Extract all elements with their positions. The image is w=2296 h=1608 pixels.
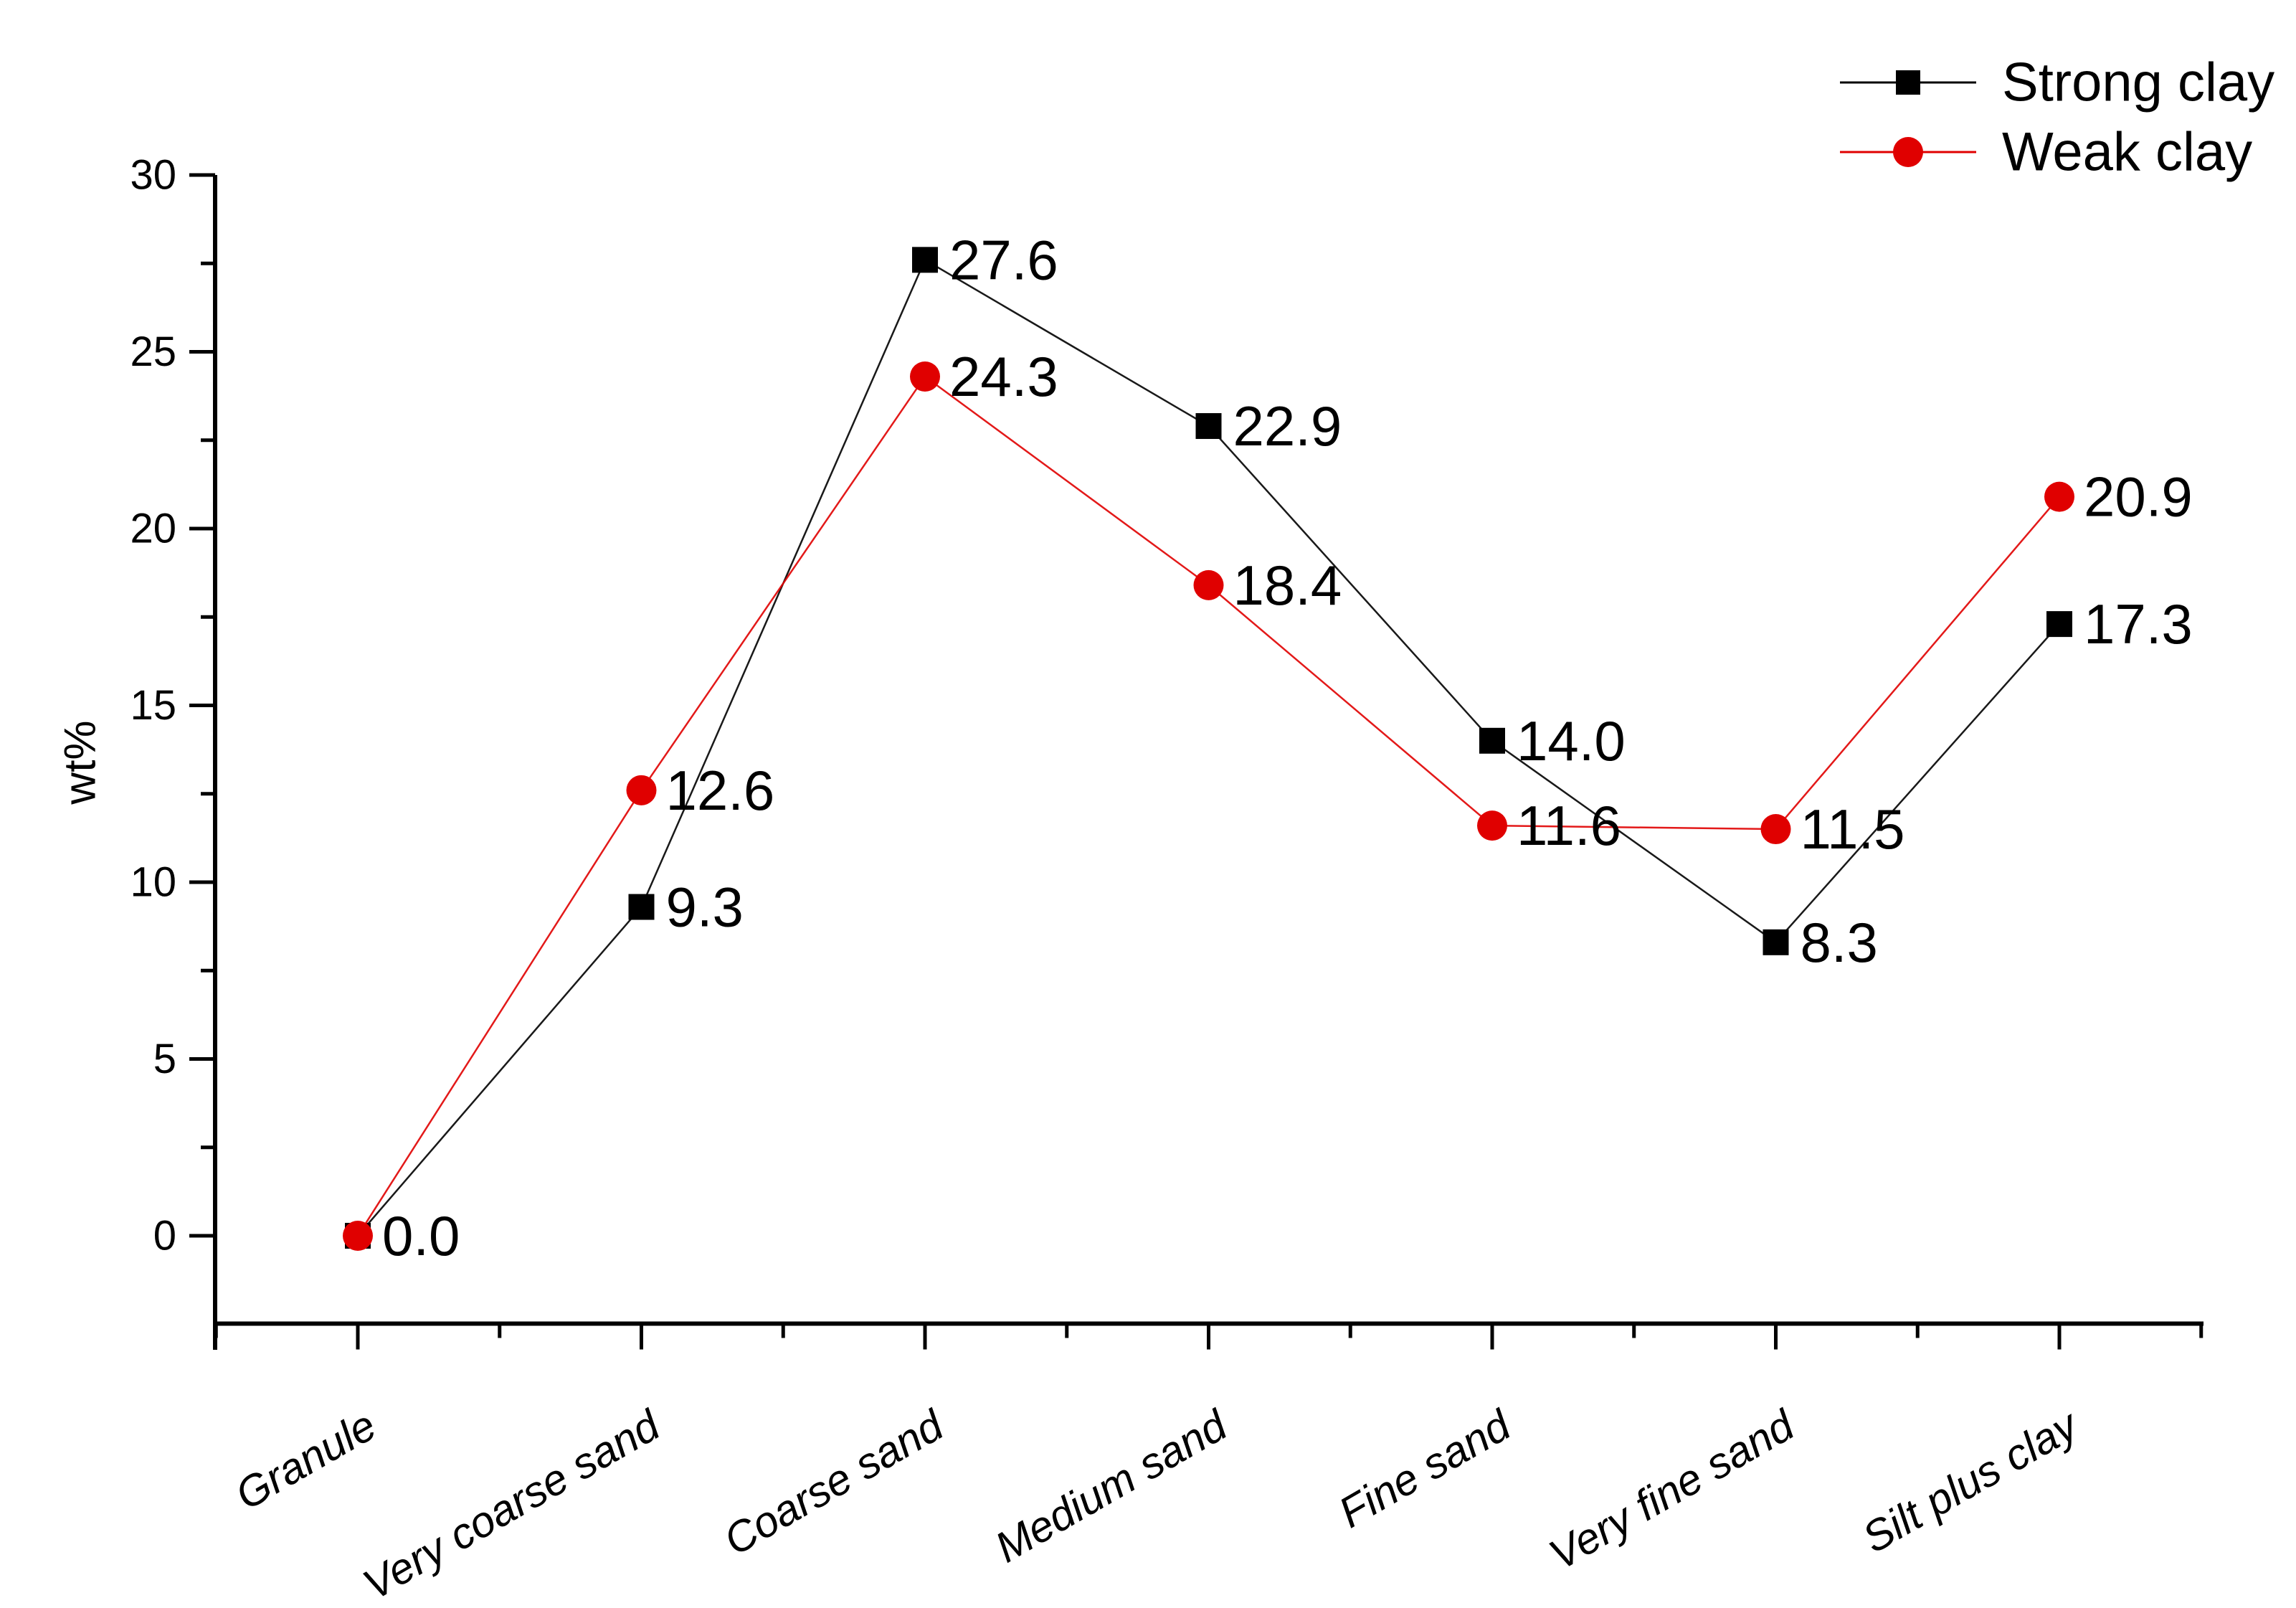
marker-strong-clay: [1479, 727, 1505, 754]
y-tick-label: 15: [130, 682, 176, 729]
data-label: 8.3: [1801, 911, 1878, 974]
data-label: 12.6: [666, 759, 775, 822]
x-category-label: Medium sand: [987, 1400, 1236, 1571]
x-category-label: Granule: [227, 1401, 384, 1519]
marker-weak-clay: [910, 361, 940, 392]
marker-strong-clay: [2046, 611, 2072, 638]
marker-strong-clay: [912, 247, 938, 273]
data-label: 27.6: [949, 228, 1058, 291]
x-category-label: Silt plus clay: [1854, 1399, 2088, 1562]
y-tick-label: 20: [130, 506, 176, 552]
marker-weak-clay: [626, 775, 657, 805]
data-label: 11.6: [1517, 794, 1621, 857]
marker-weak-clay: [1193, 569, 1224, 600]
x-category-label: Coarse sand: [716, 1400, 952, 1564]
marker-weak-clay: [1477, 810, 1507, 841]
legend-marker-strong-clay: [1896, 70, 1920, 95]
marker-weak-clay: [1760, 814, 1791, 845]
y-axis-title: wt%: [56, 720, 105, 805]
marker-weak-clay: [343, 1221, 373, 1251]
marker-weak-clay: [2044, 481, 2074, 512]
legend-marker-weak-clay: [1893, 137, 1923, 167]
data-label: 22.9: [1233, 394, 1342, 458]
y-tick-label: 25: [130, 328, 176, 375]
y-tick-label: 0: [153, 1213, 176, 1259]
y-tick-label: 30: [130, 152, 176, 199]
data-label: 9.3: [666, 876, 744, 939]
data-label: 24.3: [949, 345, 1058, 408]
y-tick-label: 5: [153, 1036, 176, 1082]
x-category-label: Very coarse sand: [355, 1400, 668, 1608]
data-label: 18.4: [1233, 554, 1342, 617]
legend-label-weak-clay: Weak clay: [2002, 122, 2252, 183]
marker-strong-clay: [1763, 929, 1789, 955]
x-category-label: Very fine sand: [1541, 1400, 1803, 1579]
y-tick-label: 10: [130, 859, 176, 906]
data-label: 0.0: [382, 1204, 460, 1267]
legend: Strong clay Weak clay: [1840, 52, 2274, 183]
marker-strong-clay: [628, 894, 655, 920]
data-label: 20.9: [2084, 465, 2193, 529]
marker-strong-clay: [1195, 413, 1222, 440]
series-line-strong-clay: [357, 258, 2060, 1236]
legend-item-weak-clay: Weak clay: [1840, 122, 2252, 183]
data-label: 14.0: [1517, 709, 1626, 772]
x-category-label: Fine sand: [1331, 1400, 1519, 1537]
legend-label-strong-clay: Strong clay: [2002, 52, 2274, 113]
legend-item-strong-clay: Strong clay: [1840, 52, 2274, 113]
data-label: 11.5: [1801, 798, 1905, 861]
data-label: 17.3: [2084, 592, 2193, 656]
